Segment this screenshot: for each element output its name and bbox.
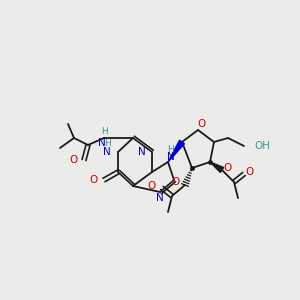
Text: H: H [104,140,111,148]
Polygon shape [210,162,224,172]
Text: O: O [148,181,156,191]
Text: H: H [168,145,174,154]
Text: OH: OH [254,141,270,151]
Text: O: O [246,167,254,177]
Text: O: O [223,163,231,173]
Polygon shape [168,140,184,162]
Text: N: N [156,193,164,203]
Text: O: O [198,119,206,129]
Text: N: N [138,147,146,157]
Text: O: O [90,175,98,185]
Text: H: H [100,127,107,136]
Text: O: O [172,177,180,187]
Text: O: O [70,155,78,165]
Text: N: N [98,138,106,148]
Text: N: N [167,152,175,162]
Text: N: N [103,147,111,157]
